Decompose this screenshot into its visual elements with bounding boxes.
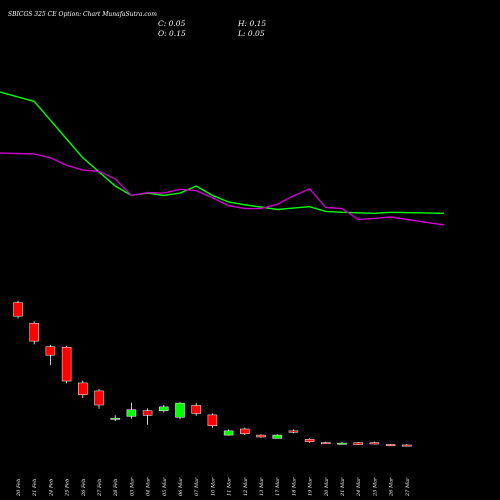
x-tick-label: 27 Mar xyxy=(405,477,411,497)
candle-body xyxy=(353,442,363,445)
candle xyxy=(175,402,185,420)
candle xyxy=(385,444,396,446)
x-tick-label: 21 Mar xyxy=(340,477,346,497)
candle-body xyxy=(45,346,56,356)
candle-body xyxy=(240,428,250,434)
candle xyxy=(29,321,39,345)
x-tick-label: 03 Mar xyxy=(129,477,135,496)
x-tick-label: 20 Mar xyxy=(324,477,330,497)
candle-body xyxy=(13,302,23,317)
low-value: L: 0.05 xyxy=(237,29,265,38)
x-tick-label: 05 Mar xyxy=(162,477,168,496)
candle xyxy=(321,441,331,445)
candle-body xyxy=(288,430,299,433)
candle xyxy=(288,429,299,434)
candle xyxy=(337,442,347,445)
candle-body xyxy=(61,346,72,382)
x-tick-label: 04 Mar xyxy=(146,477,152,496)
x-tick-label: 24 Feb xyxy=(48,479,54,497)
candle xyxy=(191,403,201,416)
open-value: O: 0.15 xyxy=(158,29,186,38)
candles xyxy=(13,300,412,447)
x-tick-label: 11 Mar xyxy=(227,477,233,496)
candle-body xyxy=(29,322,39,342)
ma-short-line xyxy=(0,91,445,215)
candle-body xyxy=(223,430,234,436)
candle xyxy=(223,429,234,436)
candle xyxy=(61,345,72,384)
candle-body xyxy=(191,405,201,414)
candle-body xyxy=(272,434,282,439)
candle xyxy=(240,427,250,436)
candle xyxy=(159,405,169,413)
candle xyxy=(272,434,282,439)
x-tick-label: 21 Feb xyxy=(32,479,38,497)
x-axis-ticks: 20 Feb 21 Feb 24 Feb 25 Feb 26 Feb 27 Feb 28 F… xyxy=(16,477,411,497)
x-tick-label: 06 Mar xyxy=(178,477,184,496)
candle xyxy=(45,344,56,366)
x-tick-label: 26 Mar xyxy=(389,477,395,497)
candle xyxy=(110,415,120,421)
candle xyxy=(369,441,380,445)
ma-long-line xyxy=(0,152,445,226)
candle-body xyxy=(142,410,153,416)
close-value: C: 0.05 xyxy=(158,19,186,28)
candle-body xyxy=(385,444,396,446)
chart-title: SBICGS 325 CE Option: Chart MunafaSutra.… xyxy=(8,11,157,18)
candle xyxy=(78,380,88,398)
candle-body xyxy=(337,442,347,445)
candle-body xyxy=(402,444,412,447)
candle xyxy=(304,438,315,443)
x-tick-label: 13 Mar xyxy=(259,477,265,496)
x-tick-label: 27 Feb xyxy=(97,479,103,497)
candle-body xyxy=(94,390,104,406)
candle-body xyxy=(369,442,380,445)
candle-body xyxy=(110,417,120,420)
candle-body xyxy=(256,434,266,438)
candle-body xyxy=(78,382,88,395)
candle-body xyxy=(321,442,331,445)
candle xyxy=(256,434,266,438)
candle xyxy=(142,408,153,425)
x-tick-label: 28 Feb xyxy=(113,479,119,497)
candle-body xyxy=(175,402,185,418)
candle xyxy=(13,300,23,319)
x-tick-label: 26 Feb xyxy=(81,479,87,497)
x-tick-label: 19 Mar xyxy=(308,477,314,496)
candle-body xyxy=(159,406,169,411)
x-tick-label: 24 Mar xyxy=(356,477,362,497)
x-tick-label: 10 Mar xyxy=(210,477,216,496)
x-tick-label: 18 Mar xyxy=(291,477,297,496)
x-tick-label: 12 Mar xyxy=(243,477,249,496)
x-tick-label: 25 Feb xyxy=(65,479,71,497)
x-tick-label: 17 Mar xyxy=(275,477,281,496)
candle xyxy=(402,444,412,447)
candle-body xyxy=(207,414,218,426)
candle xyxy=(207,413,218,428)
candle-body xyxy=(126,409,137,417)
high-value: H: 0.15 xyxy=(237,19,266,28)
candle xyxy=(94,389,104,409)
moving-averages xyxy=(0,91,445,226)
x-tick-label: 25 Mar xyxy=(372,477,378,497)
candle-body xyxy=(304,439,315,442)
candle xyxy=(126,402,137,419)
x-tick-label: 20 Feb xyxy=(16,479,22,497)
x-tick-label: 07 Mar xyxy=(194,477,200,496)
candle xyxy=(353,442,363,445)
